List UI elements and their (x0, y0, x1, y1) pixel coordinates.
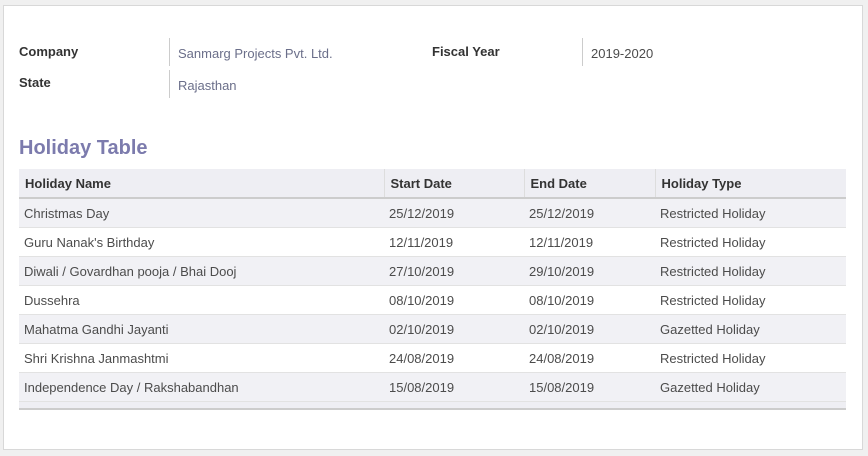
table-cell: 02/10/2019 (384, 314, 524, 344)
table-row[interactable]: Mahatma Gandhi Jayanti 02/10/2019 02/10/20… (19, 314, 846, 344)
field-value: Sanmarg Projects Pvt. Ltd. (169, 38, 409, 66)
section-title: Holiday Table (19, 137, 148, 159)
table-cell: Restricted Holiday (655, 197, 846, 228)
holiday-table: Holiday Name Start Date End Date Holiday Ty… (19, 169, 846, 410)
table-cell: 08/10/2019 (524, 285, 655, 315)
column-header: End Date (523, 169, 655, 199)
table-cell: Restricted Holiday (655, 256, 846, 286)
table-cell: 24/08/2019 (384, 343, 524, 373)
table-cell: 15/08/2019 (384, 372, 524, 402)
table-row[interactable]: Shri Krishna Janmashtmi 24/08/2019 24/08/2… (19, 343, 846, 373)
table-cell: 12/11/2019 (384, 227, 524, 257)
column-header: Holiday Name (19, 169, 384, 199)
table-cell: 02/10/2019 (524, 314, 655, 344)
table-cell: Restricted Holiday (655, 285, 846, 315)
field-label: State (19, 75, 51, 90)
table-cell: Mahatma Gandhi Jayanti (19, 314, 384, 344)
table-row[interactable]: Dussehra 08/10/2019 08/10/2019 Restricted H… (19, 285, 846, 315)
table-cell: Gazetted Holiday (655, 314, 846, 344)
table-row[interactable]: Christmas Day 25/12/2019 25/12/2019 Restric… (19, 197, 846, 228)
column-header: Start Date (383, 169, 524, 199)
table-row[interactable]: Independence Day / Rakshabandhan 15/08/20… (19, 372, 846, 402)
table-cell: Dussehra (19, 285, 384, 315)
table-cell: Independence Day / Rakshabandhan (19, 372, 384, 402)
table-cell: 12/11/2019 (524, 227, 655, 257)
table-cell: 27/10/2019 (384, 256, 524, 286)
table-cell: 15/08/2019 (524, 372, 655, 402)
field-value: 2019-2020 (582, 38, 782, 66)
table-cell: 08/10/2019 (384, 285, 524, 315)
table-cell: Shri Krishna Janmashtmi (19, 343, 384, 373)
column-header: Holiday Type (654, 169, 846, 199)
table-footer (19, 401, 846, 410)
table-row[interactable]: Diwali / Govardhan pooja / Bhai Dooj 27/1… (19, 256, 846, 286)
table-cell: Restricted Holiday (655, 343, 846, 373)
table-cell: 24/08/2019 (524, 343, 655, 373)
table-cell: 29/10/2019 (524, 256, 655, 286)
table-cell: Diwali / Govardhan pooja / Bhai Dooj (19, 256, 384, 286)
table-cell: Guru Nanak's Birthday (19, 227, 384, 257)
form-sheet: Company Sanmarg Projects Pvt. Ltd. State… (3, 5, 863, 450)
field-label: Fiscal Year (432, 44, 500, 59)
field-value: Rajasthan (169, 70, 409, 98)
table-cell: Christmas Day (19, 197, 384, 228)
table-row[interactable]: Guru Nanak's Birthday 12/11/2019 12/11/201… (19, 227, 846, 257)
table-cell: Restricted Holiday (655, 227, 846, 257)
table-cell: 25/12/2019 (384, 197, 524, 228)
table-cell: Gazetted Holiday (655, 372, 846, 402)
field-label: Company (19, 44, 79, 59)
header-row: Holiday Name Start Date End Date Holiday Ty… (19, 169, 846, 199)
table-cell: 25/12/2019 (524, 197, 655, 228)
